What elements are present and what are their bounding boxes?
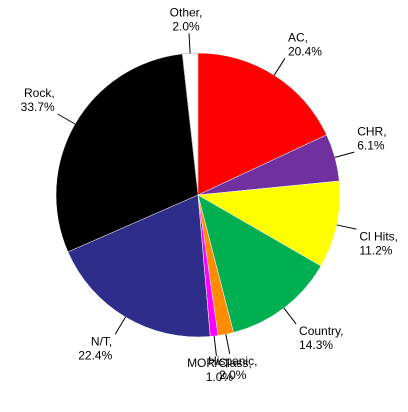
leader-line [188, 33, 191, 54]
slice-value-label: 14.3% [299, 338, 333, 352]
slice-label: Cl Hits, [359, 229, 398, 243]
slice-value-label: 2.0% [172, 19, 200, 33]
slice-label: MOR/Class, [187, 356, 252, 370]
slice-value-label: 22.4% [78, 348, 112, 362]
leader-line [225, 334, 231, 354]
leader-line [57, 113, 76, 125]
slice-label: CHR, [357, 124, 386, 138]
leader-line [336, 224, 357, 230]
leader-line [273, 58, 286, 76]
pie-slice [55, 53, 199, 253]
leader-line [334, 151, 355, 158]
slice-label: Other, [170, 5, 203, 19]
slice-label: Country, [299, 324, 343, 338]
slice-value-label: 11.2% [359, 243, 392, 257]
leader-line [213, 336, 217, 357]
slice-value-label: 6.1% [357, 138, 385, 152]
slice-value-label: 1.0% [206, 370, 234, 384]
pie-slice [197, 180, 341, 267]
leader-line [114, 316, 126, 335]
slice-value-label: 20.4% [288, 44, 322, 58]
leader-line [283, 307, 297, 325]
pie-slice [197, 52, 327, 196]
slice-value-label: 2.0% [219, 368, 247, 382]
slice-label: Rock, [24, 86, 55, 100]
slice-label: N/T, [91, 334, 112, 348]
slice-label: Hispanic, [208, 354, 257, 368]
slice-label: AC, [288, 30, 308, 44]
slice-value-label: 33.7% [21, 100, 55, 114]
